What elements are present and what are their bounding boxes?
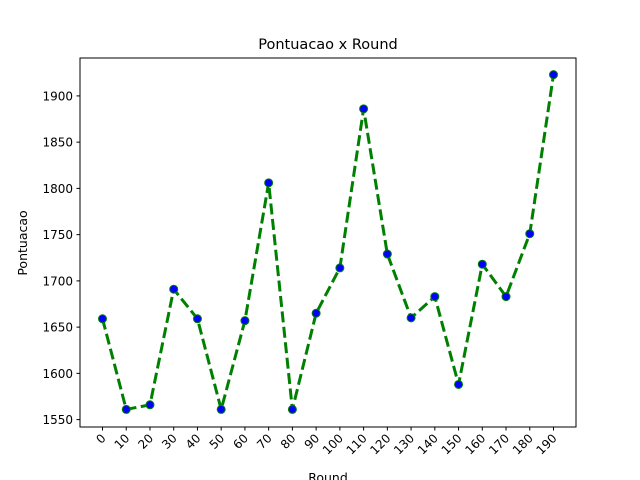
data-point [240, 316, 250, 326]
data-point [359, 104, 369, 114]
data-point [264, 178, 274, 188]
series-line [101, 74, 555, 411]
plot-frame [79, 57, 577, 428]
data-point [335, 263, 345, 273]
y-axis: 1550 1600 1650 1700 1750 1800 1850 1900 [42, 89, 80, 427]
y-tick-label: 1850 [42, 136, 73, 150]
chart-title: Pontuacao x Round [258, 37, 397, 53]
y-tick-label: 1900 [42, 89, 73, 103]
data-point [121, 404, 131, 414]
data-point [406, 313, 416, 323]
data-point [192, 314, 202, 324]
x-axis-label: Round [308, 470, 348, 480]
data-point [145, 400, 155, 410]
data-point [169, 284, 179, 294]
data-point [98, 314, 107, 324]
data-point [216, 404, 226, 414]
y-tick-label: 1750 [42, 228, 73, 242]
y-tick-label: 1700 [42, 274, 73, 288]
y-tick-label: 1550 [42, 413, 73, 427]
y-axis-label: Pontuacao [15, 210, 30, 275]
data-point [311, 308, 321, 318]
data-point [549, 70, 558, 80]
y-tick-label: 1650 [42, 321, 73, 335]
data-point [525, 229, 535, 239]
y-tick-label: 1800 [42, 182, 73, 196]
y-tick-label: 1600 [42, 367, 73, 381]
data-point [382, 249, 392, 259]
series-layer [98, 70, 558, 414]
data-point [477, 259, 487, 269]
data-point [454, 379, 464, 389]
x-axis: 0 10 20 30 40 50 60 70 80 90100110120130140150160… [93, 427, 560, 457]
data-point [501, 292, 511, 302]
data-point [430, 292, 440, 302]
data-point [287, 404, 297, 414]
